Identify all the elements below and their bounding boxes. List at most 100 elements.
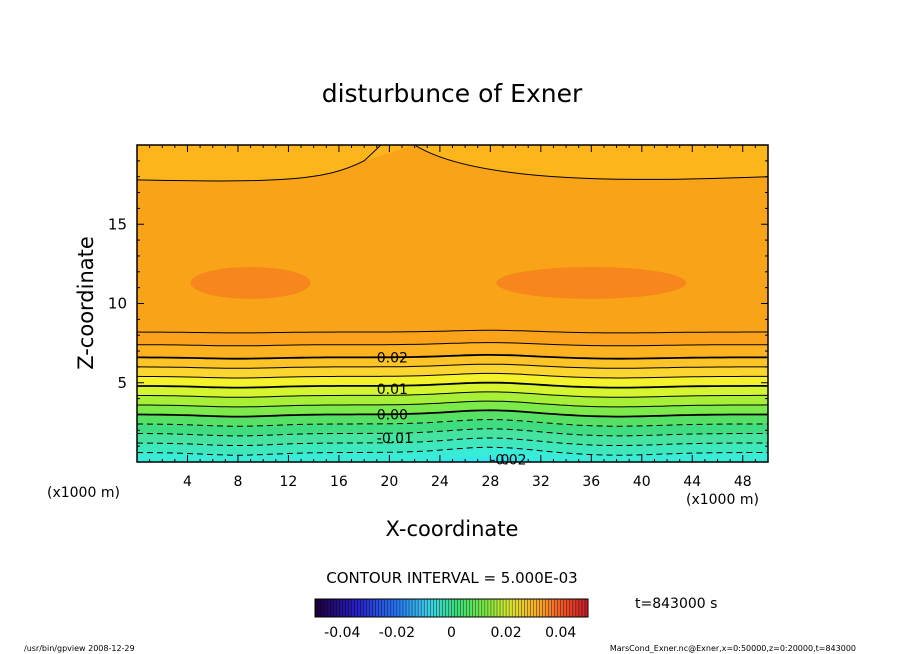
colorbar-segment — [412, 599, 416, 617]
colorbar-segment — [366, 599, 370, 617]
colorbar-tick-label: -0.02 — [379, 625, 415, 641]
x-tick-label: 32 — [532, 474, 550, 490]
contour-label: 0.02 — [377, 350, 408, 366]
contour-line — [137, 354, 768, 360]
colorbar-segment — [418, 599, 422, 617]
colorbar-segment — [575, 599, 580, 617]
colorbar-segment — [533, 599, 537, 617]
colorbar-segment — [372, 599, 376, 617]
colorbar-segment — [399, 599, 404, 617]
colorbar-segment — [518, 599, 522, 617]
colorbar-segment — [448, 599, 452, 617]
colorbar-segment — [354, 599, 358, 617]
colorbar — [314, 599, 589, 617]
colorbar-segment — [581, 599, 586, 617]
colorbar-segment — [375, 599, 379, 617]
colorbar-segment — [536, 599, 540, 617]
colorbar-segment — [463, 599, 467, 617]
colorbar-segment — [584, 599, 589, 617]
colorbar-segment — [503, 599, 507, 617]
colorbar-segment — [345, 599, 349, 617]
contour-label: -0.02 — [490, 453, 526, 469]
colorbar-tick-label: -0.04 — [324, 625, 360, 641]
colorbar-segment — [460, 599, 464, 617]
colorbar-segment — [324, 599, 328, 617]
colorbar-segment — [548, 599, 552, 617]
colorbar-segment — [390, 599, 395, 617]
colorbar-segment — [484, 599, 489, 617]
y-axis-label: Z-coordinate — [74, 236, 98, 370]
colorbar-segment — [369, 599, 373, 617]
colorbar-segment — [475, 599, 480, 617]
footer-program: /usr/bin/gpview 2008-12-29 — [24, 644, 135, 653]
x-tick-label: 40 — [633, 474, 651, 490]
colorbar-segment — [527, 599, 531, 617]
colorbar-segment — [572, 599, 577, 617]
contour-line — [137, 409, 768, 418]
colorbar-segment — [481, 599, 486, 617]
y-tick-label: 5 — [117, 374, 127, 392]
colorbar-segment — [406, 599, 410, 617]
x-unit-left: (x1000 m) — [47, 485, 120, 501]
colorbar-segment — [336, 599, 340, 617]
colorbar-segment — [342, 599, 346, 617]
colorbar-segment — [521, 599, 525, 617]
x-tick-label: 12 — [280, 474, 298, 490]
x-tick-label: 4 — [183, 474, 192, 490]
colorbar-tick-label: 0.04 — [545, 625, 576, 641]
colorbar-segment — [321, 599, 325, 617]
colorbar-segment — [545, 599, 549, 617]
colorbar-segment — [402, 599, 407, 617]
colorbar-segment — [348, 599, 352, 617]
colorbar-segment — [421, 599, 425, 617]
colorbar-segment — [524, 599, 528, 617]
x-tick-label: 48 — [734, 474, 752, 490]
band-max-left — [190, 266, 311, 299]
colorbar-segment — [363, 599, 367, 617]
colorbar-segment — [427, 599, 431, 617]
colorbar-segment — [436, 599, 440, 617]
colorbar-segment — [396, 599, 401, 617]
colorbar-tick-label: 0 — [447, 625, 456, 641]
contour-line — [137, 363, 768, 369]
contour-line — [137, 381, 768, 389]
colorbar-segment — [551, 599, 555, 617]
colorbar-segment — [515, 599, 519, 617]
colorbar-segment — [445, 599, 449, 617]
colorbar-segment — [357, 599, 361, 617]
colorbar-segment — [442, 599, 446, 617]
colorbar-segment — [487, 599, 492, 617]
x-tick-label: 20 — [380, 474, 398, 490]
colorbar-segment — [409, 599, 413, 617]
x-tick-label: 36 — [582, 474, 600, 490]
colorbar-segment — [512, 599, 516, 617]
x-tick-label: 28 — [481, 474, 499, 490]
x-axis-ticks: 4 8 12 16 20 24 28 32 36 40 44 48 — [149, 145, 756, 490]
x-tick-label: 8 — [233, 474, 242, 490]
colorbar-segment — [330, 599, 334, 617]
y-tick-label: 10 — [108, 295, 127, 313]
contour-label: 0.01 — [377, 382, 408, 398]
x-axis-label: X-coordinate — [386, 517, 519, 541]
colorbar-ticks: -0.04 -0.02 0 0.02 0.04 — [324, 625, 576, 641]
colorbar-segment — [563, 599, 568, 617]
colorbar-segment — [457, 599, 461, 617]
color-band — [137, 447, 768, 462]
contour-label: 0 — [500, 453, 509, 469]
colorbar-segment — [466, 599, 470, 617]
colorbar-segment — [509, 599, 513, 617]
colorbar-segment — [506, 599, 510, 617]
colorbar-segment — [578, 599, 583, 617]
footer-source: MarsCond_Exner.nc@Exner,x=0:50000,z=0:20… — [610, 644, 856, 653]
colorbar-segment — [542, 599, 546, 617]
colorbar-segment — [318, 599, 322, 617]
colorbar-segment — [433, 599, 437, 617]
contour-line — [137, 400, 768, 408]
colorbar-segment — [493, 599, 498, 617]
colorbar-segment — [554, 599, 558, 617]
colorbar-segment — [315, 599, 319, 617]
colorbar-segment — [569, 599, 574, 617]
colorbar-segment — [530, 599, 534, 617]
colorbar-segment — [384, 599, 389, 617]
contour-line — [137, 419, 768, 427]
